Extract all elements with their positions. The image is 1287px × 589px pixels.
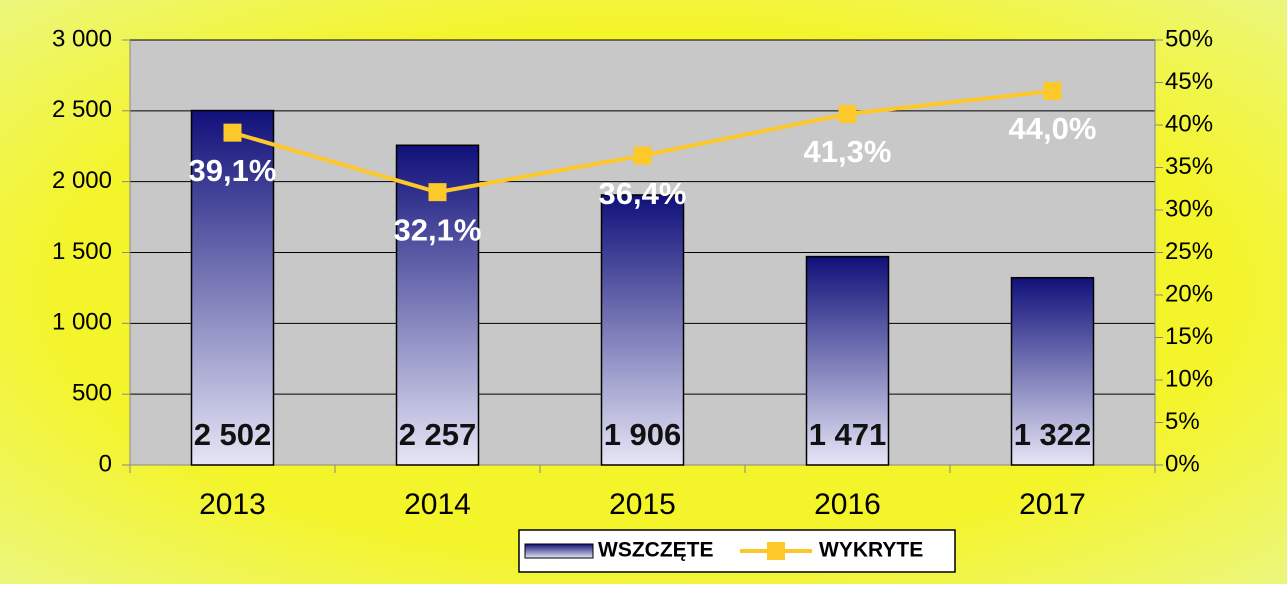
- legend-label: WSZCZĘTE: [598, 539, 714, 562]
- y-tick-label: 0: [99, 450, 112, 477]
- line-value-label: 39,1%: [189, 153, 277, 188]
- y2-tick-label: 35%: [1165, 153, 1213, 180]
- bar-value-label: 1 471: [809, 417, 887, 452]
- y2-tick-label: 5%: [1165, 408, 1200, 435]
- line-value-label: 44,0%: [1009, 111, 1097, 146]
- y2-tick-label: 50%: [1165, 25, 1213, 52]
- line-marker: [1043, 82, 1062, 100]
- y2-tick-label: 0%: [1165, 450, 1200, 477]
- line-marker: [223, 123, 242, 142]
- y2-tick-label: 10%: [1165, 365, 1213, 392]
- bar-value-label: 1 322: [1014, 417, 1092, 452]
- x-tick-label: 2013: [199, 488, 266, 521]
- line-value-label: 36,4%: [599, 176, 687, 211]
- y-tick-label: 1 000: [52, 309, 112, 336]
- bar: [1010, 276, 1095, 466]
- line-value-label: 32,1%: [394, 212, 482, 247]
- y-tick-label: 3 000: [52, 25, 112, 52]
- x-tick-label: 2016: [814, 488, 881, 521]
- line-marker: [633, 146, 652, 165]
- y2-tick-label: 25%: [1165, 238, 1213, 265]
- bar: [190, 109, 275, 466]
- legend-swatch: [767, 542, 785, 560]
- legend-swatch: [524, 543, 594, 559]
- x-tick-label: 2014: [404, 488, 471, 521]
- y2-tick-label: 30%: [1165, 195, 1213, 222]
- legend-label: WYKRYTE: [819, 539, 923, 562]
- line-value-label: 41,3%: [804, 134, 892, 169]
- bar-value-label: 2 502: [194, 417, 272, 452]
- y-tick-label: 2 000: [52, 167, 112, 194]
- y2-tick-label: 20%: [1165, 280, 1213, 307]
- x-tick-label: 2015: [609, 488, 676, 521]
- y-tick-label: 1 500: [52, 238, 112, 265]
- line-marker: [838, 104, 857, 123]
- y2-tick-label: 40%: [1165, 110, 1213, 137]
- bar-value-label: 2 257: [399, 417, 477, 452]
- y-tick-label: 500: [72, 380, 112, 407]
- bar: [805, 255, 890, 466]
- bar-value-label: 1 906: [604, 417, 682, 452]
- y-tick-label: 2 500: [52, 96, 112, 123]
- bar: [600, 194, 685, 466]
- x-tick-label: 2017: [1019, 488, 1086, 521]
- y2-tick-label: 45%: [1165, 68, 1213, 95]
- y2-tick-label: 15%: [1165, 323, 1213, 350]
- line-marker: [428, 183, 447, 202]
